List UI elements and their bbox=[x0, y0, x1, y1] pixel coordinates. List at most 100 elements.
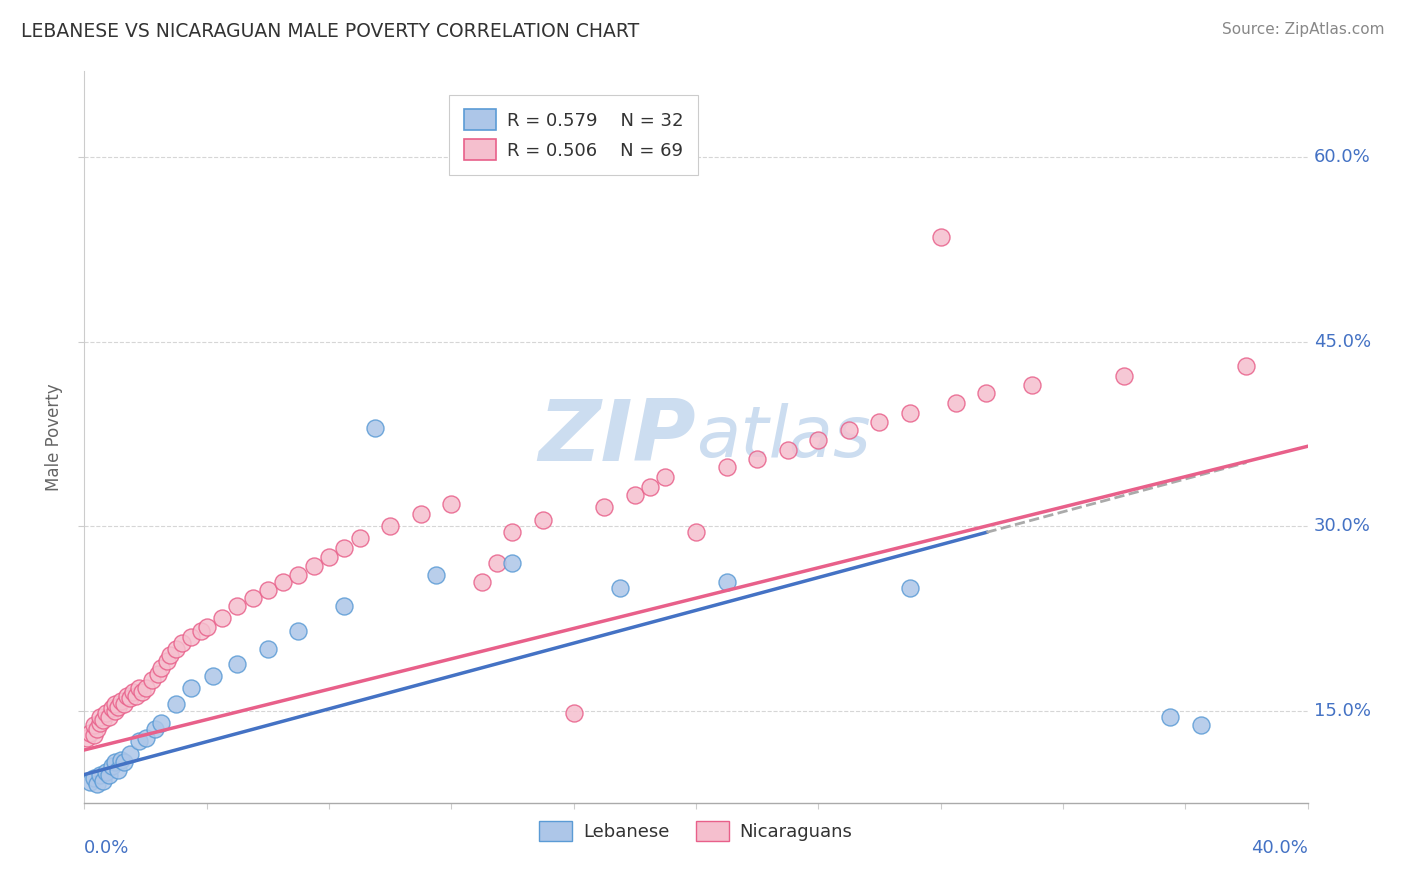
Point bbox=[120, 691, 142, 706]
Point bbox=[838, 423, 860, 437]
Point bbox=[190, 624, 212, 638]
Point bbox=[593, 500, 616, 514]
Point bbox=[409, 507, 432, 521]
Point bbox=[318, 549, 340, 564]
Point bbox=[128, 734, 150, 748]
Point bbox=[654, 470, 676, 484]
Point bbox=[156, 655, 179, 669]
Point bbox=[112, 698, 135, 712]
Point bbox=[115, 689, 138, 703]
Point bbox=[149, 660, 172, 674]
Point bbox=[94, 765, 117, 780]
Point bbox=[1189, 718, 1212, 732]
Point bbox=[135, 731, 157, 745]
Point bbox=[101, 701, 124, 715]
Point bbox=[807, 433, 830, 447]
Point bbox=[716, 574, 738, 589]
Point bbox=[143, 722, 166, 736]
Point bbox=[1159, 710, 1181, 724]
Point bbox=[122, 685, 145, 699]
Point bbox=[945, 396, 967, 410]
Point bbox=[83, 771, 105, 785]
Point bbox=[747, 451, 769, 466]
Point bbox=[531, 513, 554, 527]
Point bbox=[195, 620, 218, 634]
Point bbox=[141, 673, 163, 687]
Point bbox=[97, 710, 120, 724]
Point bbox=[128, 681, 150, 696]
Point bbox=[425, 568, 447, 582]
Point bbox=[104, 698, 127, 712]
Point bbox=[172, 636, 194, 650]
Point bbox=[125, 689, 148, 703]
Point bbox=[364, 421, 387, 435]
Point bbox=[486, 556, 509, 570]
Point bbox=[83, 718, 105, 732]
Point bbox=[226, 657, 249, 671]
Text: atlas: atlas bbox=[696, 402, 870, 472]
Text: LEBANESE VS NICARAGUAN MALE POVERTY CORRELATION CHART: LEBANESE VS NICARAGUAN MALE POVERTY CORR… bbox=[21, 22, 640, 41]
Point bbox=[440, 497, 463, 511]
Point bbox=[257, 642, 280, 657]
Point bbox=[89, 710, 111, 724]
Point bbox=[976, 386, 998, 401]
Point bbox=[104, 756, 127, 770]
Point bbox=[110, 753, 132, 767]
Point bbox=[89, 767, 111, 781]
Point bbox=[94, 706, 117, 720]
Text: 45.0%: 45.0% bbox=[1313, 333, 1371, 351]
Point bbox=[685, 525, 707, 540]
Point bbox=[333, 541, 356, 556]
Point bbox=[609, 581, 631, 595]
Point bbox=[165, 642, 187, 657]
Text: 30.0%: 30.0% bbox=[1313, 517, 1371, 535]
Point bbox=[112, 756, 135, 770]
Point bbox=[1236, 359, 1258, 374]
Point bbox=[624, 488, 647, 502]
Point bbox=[257, 583, 280, 598]
Point bbox=[79, 725, 101, 739]
Point bbox=[242, 591, 264, 605]
Point bbox=[110, 694, 132, 708]
Point bbox=[287, 624, 309, 638]
Point bbox=[211, 611, 233, 625]
Point bbox=[180, 630, 202, 644]
Text: 0.0%: 0.0% bbox=[84, 839, 129, 857]
Point bbox=[107, 700, 129, 714]
Point bbox=[89, 715, 111, 730]
Point bbox=[271, 574, 294, 589]
Point bbox=[929, 230, 952, 244]
Point bbox=[776, 442, 799, 457]
Point bbox=[562, 706, 585, 720]
Point bbox=[135, 681, 157, 696]
Point bbox=[502, 556, 524, 570]
Point bbox=[201, 669, 224, 683]
Text: ZIP: ZIP bbox=[538, 395, 696, 479]
Point bbox=[1021, 377, 1043, 392]
Point bbox=[107, 763, 129, 777]
Point bbox=[302, 558, 325, 573]
Point bbox=[638, 480, 661, 494]
Point bbox=[86, 777, 108, 791]
Point bbox=[83, 728, 105, 742]
Point bbox=[898, 581, 921, 595]
Point bbox=[149, 715, 172, 730]
Point bbox=[1114, 369, 1136, 384]
Point bbox=[79, 775, 101, 789]
Point bbox=[380, 519, 402, 533]
Point bbox=[91, 773, 114, 788]
Point bbox=[502, 525, 524, 540]
Point bbox=[180, 681, 202, 696]
Point bbox=[159, 648, 181, 663]
Point bbox=[97, 767, 120, 781]
Point bbox=[333, 599, 356, 613]
Text: 40.0%: 40.0% bbox=[1251, 839, 1308, 857]
Point bbox=[471, 574, 494, 589]
Point bbox=[101, 759, 124, 773]
Point bbox=[104, 704, 127, 718]
Point bbox=[287, 568, 309, 582]
Point bbox=[869, 415, 891, 429]
Text: 60.0%: 60.0% bbox=[1313, 148, 1371, 167]
Point bbox=[91, 714, 114, 728]
Point bbox=[86, 722, 108, 736]
